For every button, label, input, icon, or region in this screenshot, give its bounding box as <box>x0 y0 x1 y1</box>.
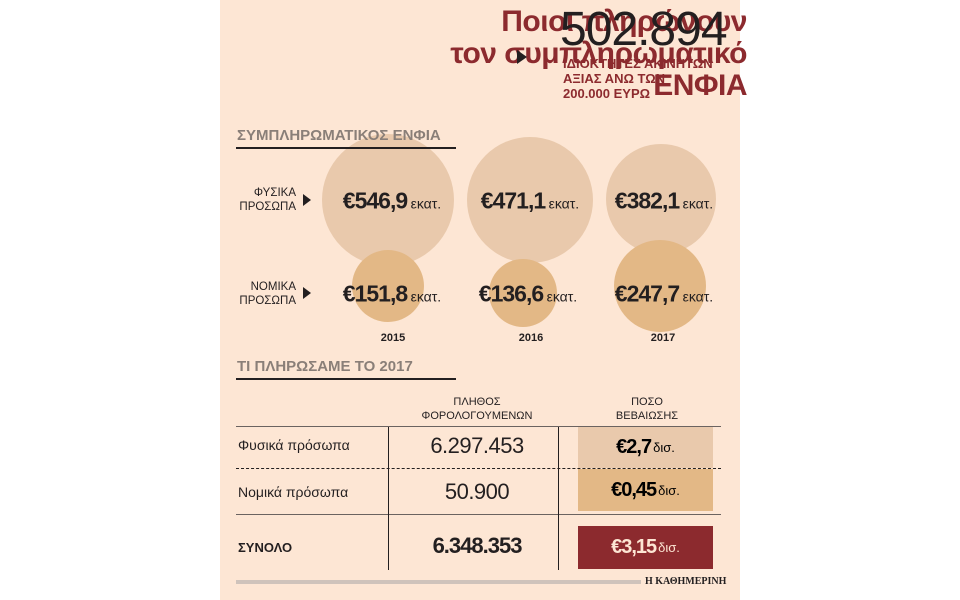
unit: εκατ. <box>682 195 714 212</box>
value-legal-2015: €151,8 εκατ. <box>343 281 441 308</box>
table-row-divider <box>236 468 721 469</box>
year-label-2017: 2017 <box>650 332 676 344</box>
col-header-amount: ΠΟΣΟ ΒΕΒΑΙΩΣΗΣ <box>616 395 678 423</box>
col-header-line: ΠΛΗΘΟΣ <box>453 396 501 408</box>
bubble-legal-2016 <box>489 259 557 327</box>
bubble-natural-2017 <box>606 144 716 254</box>
section-title-supplementary: ΣΥΜΠΛΗΡΩΜΑΤΙΚΟΣ ΕΝΦΙΑ <box>237 127 441 144</box>
section-rule <box>236 378 456 380</box>
title-line-3: ΕΝΦΙΑ <box>653 69 747 102</box>
unit: εκατ. <box>410 195 442 212</box>
caption-line-2: ΑΞΙΑΣ ΑΝΩ ΤΩΝ <box>563 71 666 86</box>
bubble-natural-2016 <box>467 137 593 263</box>
count-legal: 50.900 <box>444 479 510 504</box>
unit: εκατ. <box>546 288 578 305</box>
row-label-line: ΠΡΟΣΩΠΑ <box>239 295 296 307</box>
bubble-natural-2015 <box>322 134 454 266</box>
unit: εκατ. <box>410 288 442 305</box>
col-header-line: ΦΟΡΟΛΟΓΟΥΜΕΝΩΝ <box>421 410 533 422</box>
row-label-natural: ΦΥΣΙΚΑ ΠΡΟΣΩΠΑ <box>239 186 296 214</box>
col-header-count: ΠΛΗΘΟΣ ΦΟΡΟΛΟΓΟΥΜΕΝΩΝ <box>422 395 533 423</box>
title-line-2: τον συμπληρωματικό <box>450 37 747 70</box>
amount-cell-natural: €2,7 δισ. <box>578 427 713 468</box>
amount: €2,7 <box>616 436 652 458</box>
row-label: Νομικά πρόσωπα <box>238 484 349 500</box>
year-label-2015: 2015 <box>380 332 406 344</box>
col-header-line: ΠΟΣΟ <box>631 396 663 408</box>
amount: €382,1 <box>614 187 680 214</box>
row-arrow-icon <box>303 287 311 299</box>
value-legal-2017: €247,7 εκατ. <box>615 281 713 308</box>
headline-number: 502.894 <box>560 3 728 56</box>
count-natural: 6.297.453 <box>430 433 524 458</box>
value-legal-2016: €136,6 εκατ. <box>479 281 577 308</box>
unit: δισ. <box>653 440 675 455</box>
unit: δισ. <box>658 482 680 498</box>
amount: €3,15 <box>611 536 657 558</box>
headline-caption: ΙΔΙΟΚΤΗΤΕΣ ΑΚΙΝΗΤΩΝ ΑΞΙΑΣ ΑΝΩ ΤΩΝ 200.00… <box>563 56 713 101</box>
section-rule <box>236 147 456 149</box>
value-natural-2017: €382,1 εκατ. <box>615 188 713 215</box>
row-label-line: ΦΥΣΙΚΑ <box>253 187 296 199</box>
amount: €0,45 <box>611 478 657 501</box>
main-title: Ποιοι πληρώνουν τον συμπληρωματικό ΕΝΦΙΑ <box>450 6 747 102</box>
section-title-2017: ΤΙ ΠΛΗΡΩΣΑΜΕ ΤΟ 2017 <box>237 358 413 375</box>
row-label: Φυσικά πρόσωπα <box>238 437 350 453</box>
row-arrow-icon <box>303 194 311 206</box>
bubble-legal-2015 <box>352 250 424 322</box>
unit: εκατ. <box>548 195 580 212</box>
table-col-divider <box>388 427 389 570</box>
amount: €136,6 <box>478 280 544 307</box>
footer-rule <box>236 580 641 584</box>
value-natural-2016: €471,1 εκατ. <box>481 188 579 215</box>
caption-line-3: 200.000 ΕΥΡΩ <box>563 86 651 101</box>
source-credit: Η ΚΑΘΗΜΕΡΙΝΗ <box>645 576 727 587</box>
pointer-arrow-icon <box>517 50 527 64</box>
unit: εκατ. <box>682 288 714 305</box>
title-line-1: Ποιοι πληρώνουν <box>501 5 747 38</box>
count-total: 6.348.353 <box>432 533 523 558</box>
amount-cell-total: €3,15 δισ. <box>578 526 713 569</box>
bubble-legal-2017 <box>614 240 706 332</box>
row-label-legal: ΝΟΜΙΚΑ ΠΡΟΣΩΠΑ <box>239 280 296 308</box>
year-label-2016: 2016 <box>518 332 544 344</box>
amount: €471,1 <box>480 187 546 214</box>
col-header-line: ΒΕΒΑΙΩΣΗΣ <box>615 410 679 422</box>
row-label-line: ΝΟΜΙΚΑ <box>250 281 296 293</box>
table-header-rule <box>236 426 721 427</box>
value-natural-2015: €546,9 εκατ. <box>343 188 441 215</box>
amount: €151,8 <box>342 280 408 307</box>
amount-cell-legal: €0,45 δισ. <box>578 469 713 511</box>
unit: δισ. <box>658 540 680 555</box>
amount: €546,9 <box>342 187 408 214</box>
caption-line-1: ΙΔΙΟΚΤΗΤΕΣ ΑΚΙΝΗΤΩΝ <box>563 56 713 71</box>
table-col-divider <box>558 427 559 570</box>
amount: €247,7 <box>614 280 680 307</box>
row-label-line: ΠΡΟΣΩΠΑ <box>239 201 296 213</box>
row-label-total: ΣΥΝΟΛΟ <box>238 540 293 555</box>
table-total-rule <box>236 514 721 515</box>
